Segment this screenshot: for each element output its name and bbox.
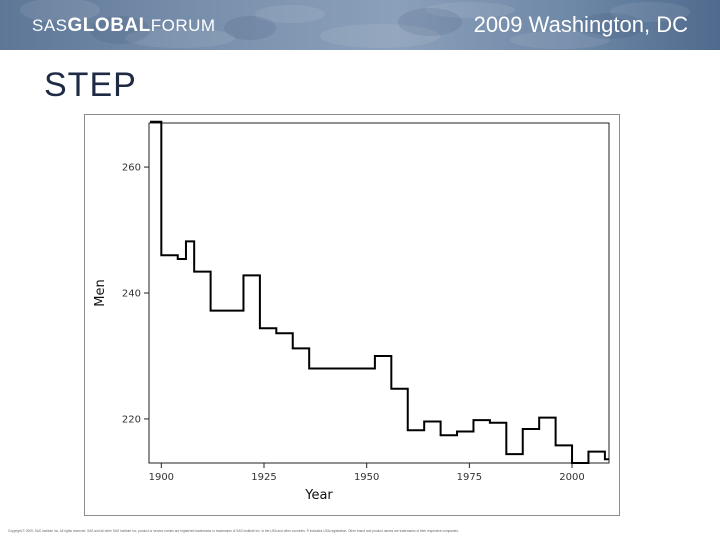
- banner-texture: [20, 0, 690, 49]
- step-series-line: [150, 120, 609, 464]
- plot-area: [148, 122, 610, 464]
- slide-title: STEP: [44, 66, 137, 104]
- y-tick-label: 240: [122, 289, 141, 300]
- chart-frame: 220 240 260 1900 1925 1950 1975 2000 Year Men: [84, 114, 620, 516]
- x-tick-label: 1925: [251, 472, 276, 483]
- x-tick-label: 1950: [354, 472, 379, 483]
- step-chart: 220 240 260 1900 1925 1950 1975 2000 Year Men: [93, 120, 610, 503]
- y-tick-label: 220: [122, 414, 141, 425]
- x-tick-label: 1900: [149, 472, 174, 483]
- logo-sas-text: SAS: [32, 16, 68, 35]
- header-banner: SASGLOBALFORUM 2009 Washington, DC: [0, 0, 720, 50]
- y-tick-label: 260: [122, 163, 141, 174]
- copyright-notice: Copyright © 2009, SAS Institute Inc. All…: [8, 529, 459, 533]
- x-tick-label: 2000: [559, 472, 584, 483]
- sas-global-forum-logo: SASGLOBALFORUM: [32, 15, 216, 37]
- x-axis-title: Year: [304, 488, 333, 503]
- y-axis-title: Men: [93, 279, 108, 306]
- event-location: 2009 Washington, DC: [473, 12, 688, 37]
- x-tick-label: 1975: [457, 472, 482, 483]
- logo-forum-text: FORUM: [150, 16, 216, 35]
- logo-global-text: GLOBAL: [67, 15, 151, 36]
